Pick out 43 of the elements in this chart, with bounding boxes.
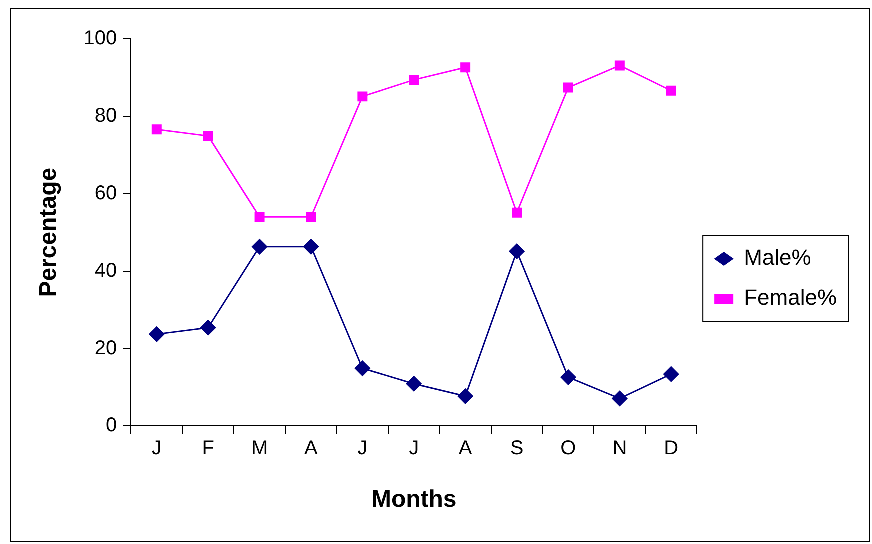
y-axis-title: Percentage [35, 168, 62, 298]
point [612, 390, 628, 406]
point [254, 212, 265, 222]
legend-label: Male% [744, 245, 812, 270]
point [664, 366, 680, 382]
x-tick-label: F [202, 438, 214, 460]
y-tick-label: 100 [84, 28, 118, 50]
point [358, 92, 368, 102]
point [409, 75, 420, 86]
x-tick-label: O [560, 438, 576, 460]
point [203, 131, 214, 142]
point [303, 239, 319, 255]
point [152, 124, 162, 135]
x-tick-label: M [251, 438, 268, 460]
point [306, 212, 316, 222]
x-axis-title: Months [371, 486, 457, 514]
x-tick-label: J [409, 438, 420, 460]
x-tick-label: S [510, 438, 524, 460]
point [149, 326, 165, 342]
point [509, 244, 525, 260]
point [354, 360, 370, 376]
y-tick-label: 0 [106, 414, 118, 437]
point [560, 370, 576, 386]
point [563, 82, 574, 93]
y-tick-label: 40 [94, 260, 118, 282]
point [666, 86, 676, 96]
point [458, 388, 474, 404]
point [252, 239, 268, 255]
y-tick-label: 20 [94, 337, 118, 360]
x-tick-label: J [358, 438, 368, 460]
point [200, 320, 216, 336]
point [460, 62, 471, 73]
point [512, 208, 522, 218]
x-tick-label: A [458, 438, 473, 460]
x-tick-label: N [612, 438, 628, 460]
point [614, 60, 625, 71]
legend-label: Female% [744, 285, 837, 310]
x-tick-label: A [304, 438, 319, 460]
x-tick-label: D [664, 438, 679, 460]
y-tick-label: 80 [94, 104, 118, 127]
y-tick-label: 60 [94, 182, 118, 204]
point [406, 376, 422, 392]
x-tick-label: J [152, 438, 162, 460]
